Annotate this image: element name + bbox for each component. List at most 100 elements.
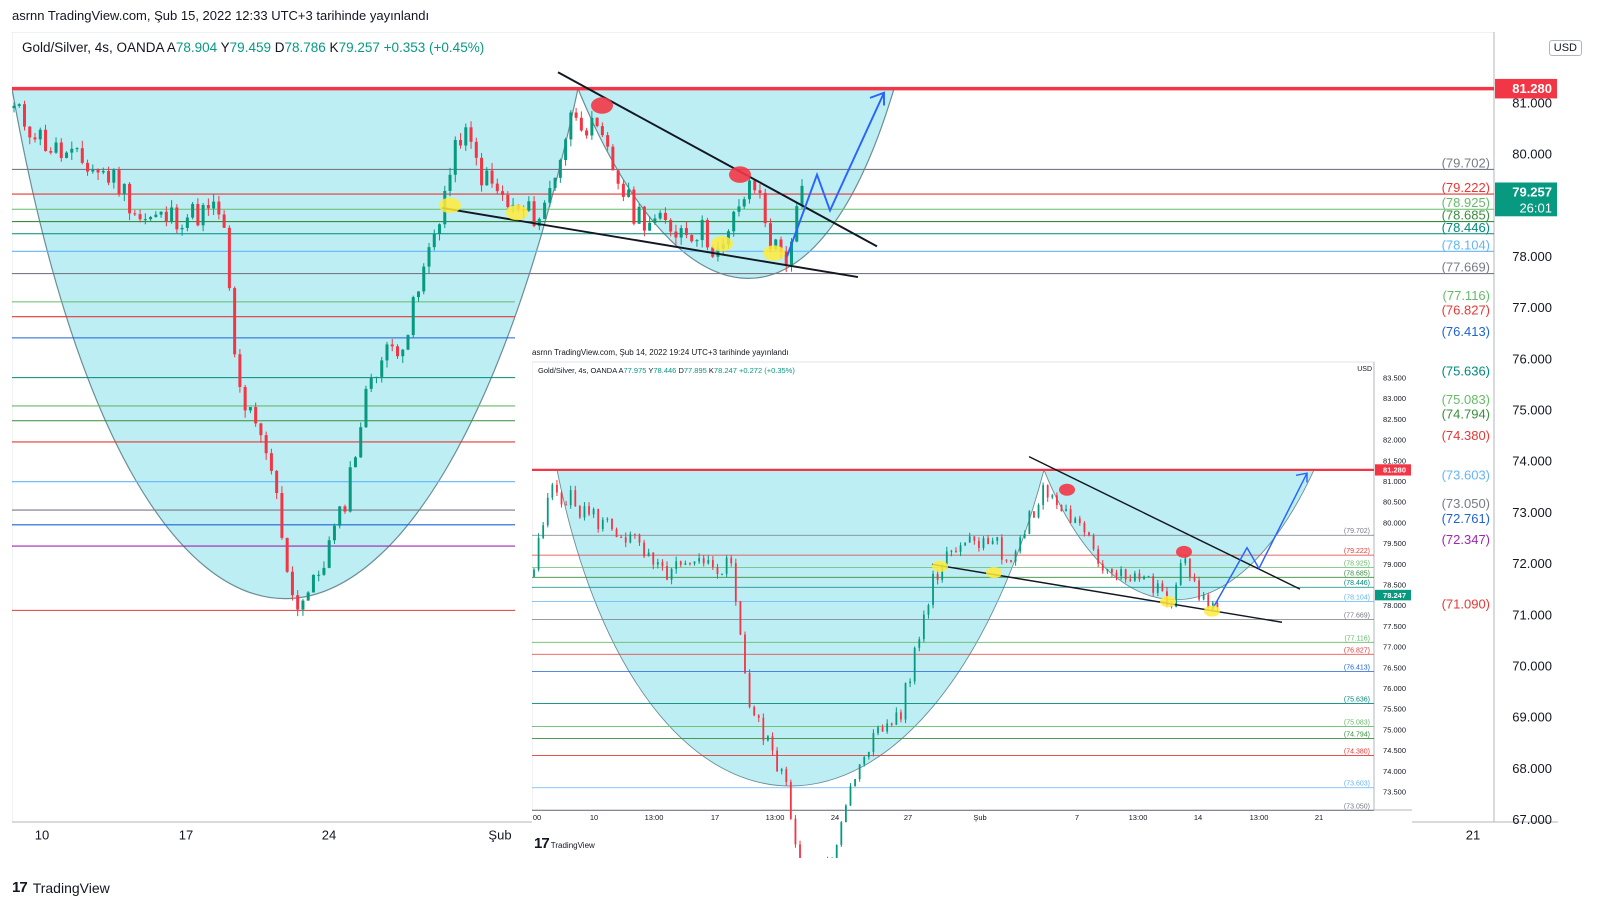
level-label: (78.104): [1442, 237, 1490, 252]
candle-body: [464, 127, 468, 146]
candle-body: [840, 822, 843, 845]
candle-body: [1037, 504, 1040, 518]
candle-body: [170, 207, 174, 222]
candle-body: [698, 558, 701, 562]
time-tick-label: 24: [322, 828, 336, 843]
time-tick-label: 21: [1466, 828, 1480, 843]
swing-low-marker: [1160, 595, 1176, 608]
time-tick-label: 13:00: [645, 813, 664, 822]
price-tick-label: 82.000: [1383, 436, 1406, 445]
time-tick-label: 10: [590, 813, 598, 822]
swing-high-marker: [1059, 483, 1075, 496]
candle-body: [1133, 573, 1136, 581]
candle-body: [558, 159, 562, 178]
candle-body: [1184, 558, 1187, 564]
candle-body: [411, 297, 415, 336]
candle-body: [863, 757, 866, 765]
legend-low-value: 78.786: [284, 40, 326, 55]
candle-body: [196, 203, 200, 226]
handle-pattern-shape: [577, 88, 895, 279]
cup-pattern-shape: [556, 469, 1045, 787]
candle-body: [674, 231, 678, 238]
candle-body: [789, 782, 792, 819]
candle-body: [401, 349, 405, 357]
candle-body: [480, 157, 484, 186]
tradingview-logo-text: TradingView: [32, 879, 110, 896]
candle-body: [1211, 602, 1214, 608]
candle-body: [233, 288, 237, 355]
level-label: (76.827): [1344, 647, 1370, 654]
time-tick-label: Şub: [973, 813, 986, 822]
candle-body: [913, 647, 916, 682]
candle-body: [485, 170, 489, 186]
inset-legend: Gold/Silver, 4s, OANDA A77.975 Y78.446 D…: [538, 366, 795, 375]
resistance-price-badge: [1375, 464, 1411, 476]
projection-arrow-head: [1295, 472, 1308, 483]
candle-body: [380, 360, 384, 377]
candle-body: [1051, 495, 1054, 498]
swing-high-marker: [591, 97, 613, 114]
price-tick-label: 80.000: [1512, 147, 1552, 162]
time-tick-label: 27: [904, 813, 912, 822]
candle-body: [1138, 573, 1141, 580]
current-price-label: 79.257: [1512, 185, 1552, 200]
time-tick-label: 13:00: [1129, 813, 1148, 822]
candle-body: [201, 205, 205, 226]
candle-body: [690, 234, 694, 242]
price-tick-label: 76.500: [1383, 663, 1406, 672]
candle-body: [945, 551, 948, 565]
candle-body: [867, 751, 870, 758]
candle-body: [629, 534, 632, 543]
inset-chart: (79.702) (79.222) (78.925) (78.685) (78.446)…: [532, 344, 1412, 858]
candle-body: [634, 534, 636, 536]
candle-body: [858, 764, 861, 780]
candle-body: [616, 170, 620, 184]
candle-body: [1152, 576, 1155, 593]
trend-line: [441, 207, 859, 279]
price-tick-label: 76.000: [1383, 684, 1406, 693]
candle-body: [758, 190, 762, 193]
main-chart[interactable]: (79.702) (79.222) (78.925) (78.685) (78.446)…: [12, 32, 1590, 872]
level-label: (73.603): [1442, 468, 1490, 483]
candle-body: [642, 206, 646, 231]
legend-open-value: 78.904: [175, 40, 218, 55]
candle-body: [564, 139, 568, 160]
candle-body: [991, 540, 994, 545]
candle-body: [895, 712, 898, 725]
level-label: (79.222): [1442, 180, 1490, 195]
price-tick-label: 75.000: [1383, 725, 1406, 734]
level-label: (75.083): [1442, 392, 1490, 407]
candle-body: [950, 550, 953, 552]
time-tick-label: 21: [1315, 813, 1323, 822]
price-tick-label: 79.500: [1383, 539, 1406, 548]
candle-body: [406, 335, 410, 350]
main-chart-canvas[interactable]: (79.702)(79.222)(78.925)(78.685)(78.446)…: [12, 32, 1590, 872]
candle-body: [1069, 509, 1072, 523]
candle-body: [753, 180, 757, 191]
legend-close-key: K: [329, 40, 339, 55]
tradingview-logo[interactable]: 17 TradingView: [12, 879, 110, 896]
candle-body: [982, 538, 985, 548]
swing-high-marker: [729, 166, 751, 183]
candle-body: [638, 534, 641, 543]
candle-body: [886, 723, 889, 732]
level-label: (74.380): [1344, 749, 1370, 756]
candle-body: [693, 561, 696, 564]
candle-body: [1097, 549, 1100, 564]
candle-body: [1065, 509, 1067, 512]
projection-arrow-head: [869, 91, 885, 106]
current-price-label: 78.247: [1383, 591, 1406, 600]
candle-body: [679, 228, 683, 238]
candle-body: [1111, 569, 1113, 573]
candle-body: [762, 717, 765, 741]
candle-body: [1193, 577, 1196, 581]
tradingview-logo-icon: 17: [12, 879, 28, 896]
currency-button[interactable]: USD: [1548, 40, 1582, 56]
candle-body: [730, 557, 733, 564]
candle-body: [448, 174, 452, 191]
candle-body: [732, 211, 736, 232]
price-tick-label: 72.000: [1512, 556, 1552, 571]
candle-body: [711, 560, 714, 568]
candle-body: [565, 504, 568, 506]
candle-body: [290, 571, 294, 596]
